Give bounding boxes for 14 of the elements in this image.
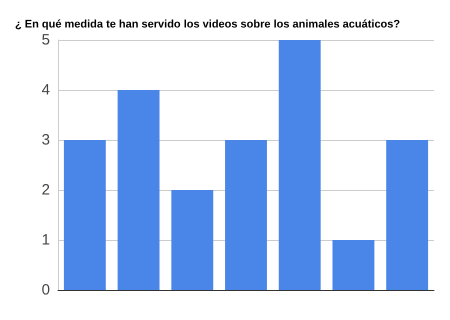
y-tick-label: 2: [42, 182, 50, 198]
bar: [278, 40, 321, 290]
y-tick-label: 5: [42, 32, 50, 48]
bar: [118, 90, 160, 290]
bar: [332, 240, 374, 290]
bar: [64, 140, 106, 290]
bar: [171, 190, 214, 290]
y-tick-label: 0: [42, 282, 50, 298]
y-tick-label: 4: [42, 82, 50, 98]
y-tick-label: 1: [42, 232, 50, 248]
bar: [225, 140, 267, 290]
bar: [386, 140, 428, 290]
chart-title: ¿ En qué medida te han servido los videos sobre los animales acuáticos?: [15, 18, 400, 30]
y-tick-label: 3: [42, 132, 50, 148]
